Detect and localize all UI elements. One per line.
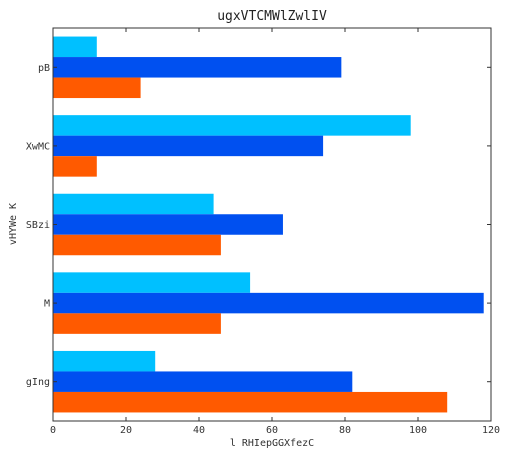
bar-pB-series1 <box>53 36 97 58</box>
bar-SBzi-series2 <box>53 214 283 235</box>
bar-gIng-series3 <box>53 391 448 413</box>
y-tick-label: pB <box>38 63 50 74</box>
bar-M-series2 <box>53 292 484 314</box>
bar-M-series1 <box>53 272 251 293</box>
x-tick-label: 60 <box>266 425 278 436</box>
bar-SBzi-series3 <box>53 234 221 256</box>
x-tick-label: 20 <box>120 425 132 436</box>
bar-pB-series2 <box>53 57 342 78</box>
y-tick-label: M <box>44 299 50 310</box>
bar-SBzi-series1 <box>53 193 214 215</box>
y-tick-label: SBzi <box>26 220 50 231</box>
plot-frame <box>52 27 492 422</box>
chart-title: ugxVTCMWlZwlIV <box>217 9 327 24</box>
y-axis-label: vHYWe K <box>8 203 19 245</box>
x-tick-label: 40 <box>193 425 205 436</box>
y-tick-label: gIng <box>26 377 50 388</box>
bar-XwMC-series3 <box>53 156 97 177</box>
x-axis-label: l RHIepGGXfezC <box>230 438 314 449</box>
bar-XwMC-series2 <box>53 135 324 157</box>
y-tick-label: XwMC <box>26 141 50 152</box>
bar-XwMC-series1 <box>53 115 411 136</box>
x-tick-label: 120 <box>482 425 500 436</box>
x-tick-label: 0 <box>50 425 56 436</box>
bar-M-series3 <box>53 313 221 334</box>
x-tick-label: 100 <box>409 425 427 436</box>
bars <box>53 36 484 413</box>
bar-gIng-series2 <box>53 371 353 392</box>
bar-gIng-series1 <box>53 350 156 372</box>
bar-pB-series3 <box>53 77 141 99</box>
x-tick-label: 80 <box>339 425 351 436</box>
